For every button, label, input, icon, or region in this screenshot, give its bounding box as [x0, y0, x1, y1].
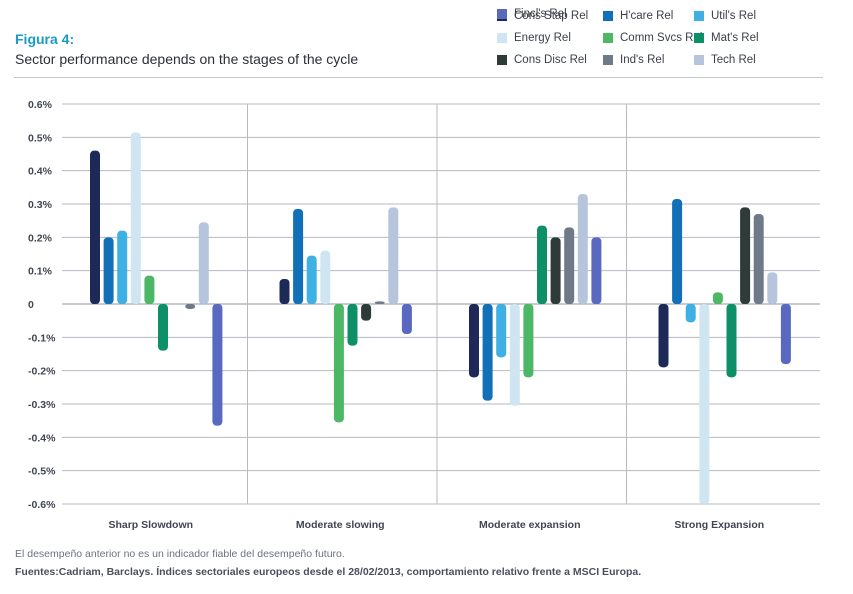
- legend-label: Fincl's Rel: [514, 8, 567, 20]
- bar-util-s-rel: [117, 230, 128, 304]
- legend-label: Util's Rel: [711, 10, 757, 22]
- x-category-label: Moderate slowing: [296, 519, 385, 531]
- y-tick-label: 0.4%: [28, 166, 53, 178]
- bar-h-care-rel: [293, 209, 304, 304]
- bar-cons-disc-rel: [550, 237, 561, 304]
- legend-label: Ind's Rel: [620, 54, 665, 66]
- y-tick-label: 0.1%: [28, 266, 53, 278]
- bar-mat-s-rel: [347, 304, 358, 346]
- legend-item: Mat's Rel: [694, 32, 759, 44]
- legend-label: Comm Svcs Rel: [620, 32, 703, 44]
- bar-ind-s-rel: [753, 214, 764, 304]
- x-category-label: Moderate expansion: [479, 519, 581, 531]
- bar-h-care-rel: [482, 304, 493, 401]
- legend-label: Cons Disc Rel: [514, 54, 587, 66]
- bar-util-s-rel: [496, 304, 507, 358]
- bar-energy-rel: [130, 132, 141, 304]
- legend-swatch: [694, 11, 704, 21]
- legend-item: Comm Svcs Rel: [603, 32, 702, 44]
- title-divider: [14, 77, 823, 78]
- bar-ind-s-rel: [374, 301, 385, 304]
- y-tick-label: -0.4%: [28, 432, 56, 444]
- bar-cons-stap-rel: [90, 150, 100, 304]
- bar-comm-svcs-rel: [144, 275, 155, 304]
- bar-comm-svcs-rel: [712, 292, 723, 304]
- x-category-label: Strong Expansion: [674, 519, 764, 531]
- bar-h-care-rel: [103, 237, 114, 304]
- y-tick-label: 0.6%: [28, 99, 53, 111]
- legend-swatch: [603, 11, 613, 21]
- y-tick-label: -0.3%: [28, 399, 56, 411]
- bar-energy-rel: [509, 304, 520, 406]
- legend-label: Mat's Rel: [711, 32, 759, 44]
- bar-util-s-rel: [685, 304, 696, 323]
- legend-item: Util's Rel: [694, 10, 756, 22]
- legend-swatch: [603, 55, 613, 65]
- legend-item: H'care Rel: [603, 10, 673, 22]
- bar-cons-disc-rel: [361, 304, 372, 321]
- bar-fincl-s-rel: [212, 304, 223, 426]
- y-tick-label: 0.2%: [28, 232, 53, 244]
- y-tick-label: 0.5%: [28, 132, 53, 144]
- bar-tech-rel: [577, 194, 588, 304]
- legend-item: Tech Rel: [694, 54, 756, 66]
- bar-cons-stap-rel: [469, 304, 479, 378]
- bar-comm-svcs-rel: [333, 304, 344, 423]
- bar-comm-svcs-rel: [523, 304, 534, 378]
- legend-swatch: [497, 9, 507, 19]
- y-tick-label: -0.2%: [28, 366, 56, 378]
- bar-h-care-rel: [672, 199, 683, 304]
- bar-tech-rel: [388, 207, 399, 304]
- x-category-label: Sharp Slowdown: [108, 519, 193, 531]
- bar-energy-rel: [699, 304, 710, 504]
- bar-mat-s-rel: [726, 304, 737, 378]
- y-tick-label: -0.5%: [28, 466, 56, 478]
- legend-label: Energy Rel: [514, 32, 571, 44]
- y-tick-label: 0: [28, 299, 34, 311]
- legend-swatch: [603, 33, 613, 43]
- bar-tech-rel: [198, 222, 209, 304]
- bar-mat-s-rel: [158, 304, 168, 351]
- legend-swatch: [694, 33, 704, 43]
- figure-label: Figura 4:: [15, 31, 75, 47]
- bar-fincl-s-rel: [401, 304, 412, 334]
- legend-label: Cons Stap Rel: [514, 10, 589, 22]
- bar-cons-stap-rel: [279, 279, 290, 304]
- legend-item: Energy Rel: [497, 32, 571, 44]
- bar-cons-stap-rel: [658, 304, 669, 368]
- legend-swatch: [497, 55, 507, 65]
- bar-util-s-rel: [306, 255, 317, 304]
- y-tick-label: 0.3%: [28, 199, 53, 211]
- legend-label: Tech Rel: [711, 54, 756, 66]
- bar-ind-s-rel: [564, 227, 575, 304]
- legend-swatch: [694, 55, 704, 65]
- figure-title: Sector performance depends on the stages…: [15, 51, 359, 67]
- legend-item: Ind's Rel: [603, 54, 664, 66]
- bar-mat-s-rel: [537, 225, 547, 304]
- legend-item: Fincl's Rel: [497, 8, 567, 20]
- legend-swatch: [497, 33, 507, 43]
- bar-ind-s-rel: [185, 304, 196, 309]
- y-tick-label: -0.6%: [28, 499, 56, 511]
- source-note: Fuentes:Cadriam, Barclays. Índices secto…: [15, 566, 642, 578]
- disclaimer-note: El desempeño anterior no es un indicador…: [15, 548, 345, 560]
- bar-fincl-s-rel: [780, 304, 791, 364]
- bar-energy-rel: [320, 250, 331, 304]
- bar-tech-rel: [767, 272, 778, 304]
- legend-label: H'care Rel: [620, 10, 674, 22]
- bar-fincl-s-rel: [591, 237, 602, 304]
- bar-cons-disc-rel: [740, 207, 751, 304]
- legend-item: Cons Disc Rel: [497, 54, 587, 66]
- y-tick-label: -0.1%: [28, 332, 56, 344]
